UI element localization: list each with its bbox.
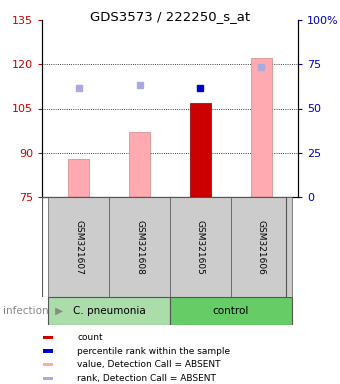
Bar: [129, 132, 150, 197]
Text: control: control: [213, 306, 249, 316]
Bar: [42, 349, 53, 353]
Bar: [251, 58, 272, 197]
Text: GSM321606: GSM321606: [257, 220, 266, 275]
Bar: [48, 297, 170, 325]
Text: rank, Detection Call = ABSENT: rank, Detection Call = ABSENT: [77, 374, 216, 383]
Bar: [190, 103, 211, 197]
Text: GSM321607: GSM321607: [74, 220, 83, 275]
Text: GSM321608: GSM321608: [135, 220, 144, 275]
Bar: [231, 197, 292, 297]
Text: C. pneumonia: C. pneumonia: [73, 306, 146, 316]
Text: count: count: [77, 333, 103, 342]
Bar: [170, 197, 231, 297]
Bar: [42, 336, 53, 339]
Bar: [109, 197, 170, 297]
Text: GSM321605: GSM321605: [196, 220, 205, 275]
Bar: [48, 197, 109, 297]
Bar: [42, 377, 53, 380]
Bar: [68, 159, 89, 197]
Text: infection  ▶: infection ▶: [3, 306, 64, 316]
Bar: [170, 297, 292, 325]
Text: value, Detection Call = ABSENT: value, Detection Call = ABSENT: [77, 360, 221, 369]
Text: GDS3573 / 222250_s_at: GDS3573 / 222250_s_at: [90, 10, 250, 23]
Text: percentile rank within the sample: percentile rank within the sample: [77, 346, 230, 356]
Bar: [42, 363, 53, 366]
